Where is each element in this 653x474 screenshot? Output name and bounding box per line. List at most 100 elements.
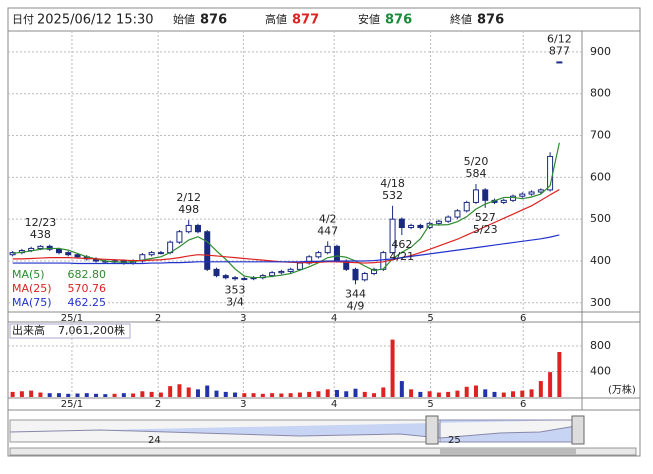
volume-bar: [251, 393, 256, 397]
volume-bar: [149, 391, 154, 397]
volume-bar: [353, 388, 358, 397]
annotation-date: 3/4: [226, 296, 244, 309]
volume-bar: [520, 390, 525, 397]
candle-body: [324, 245, 331, 254]
navigator-handle[interactable]: [425, 415, 439, 445]
annotation-value: 462: [391, 238, 412, 251]
header-value: 876: [200, 13, 227, 28]
candle-body: [157, 252, 164, 255]
volume-bar: [66, 393, 71, 397]
candle-body: [315, 252, 322, 258]
volume-bar: [418, 391, 423, 397]
volume-bar: [103, 394, 108, 397]
candle-body: [148, 252, 155, 256]
volume-bar: [84, 393, 89, 397]
header-label: 日付: [12, 13, 34, 26]
x-tick-label: 4: [331, 399, 337, 410]
annotation-value: 447: [317, 224, 338, 237]
volume-bar: [483, 389, 488, 397]
volume-bar: [316, 391, 321, 397]
candle-body: [37, 245, 44, 249]
volume-bar: [195, 389, 200, 397]
candle-body: [222, 275, 229, 279]
legend-value: 462.25: [68, 296, 107, 309]
candle-body: [371, 268, 378, 275]
volume-bar: [75, 393, 80, 397]
candle-body: [472, 189, 479, 203]
x-tick-label: 3: [240, 399, 246, 410]
candle-body: [500, 199, 507, 203]
header-label: 安値: [358, 12, 380, 26]
candle-body: [55, 248, 62, 254]
annotation-date: 6/12: [547, 33, 572, 46]
volume-bar: [344, 391, 349, 397]
volume-title: 出来高: [12, 323, 45, 337]
candle-body: [176, 231, 183, 243]
legend-value: 682.80: [68, 268, 107, 281]
annotation-date: 12/23: [25, 216, 57, 229]
volume-bar: [205, 385, 210, 397]
annotation-value: 353: [225, 284, 246, 297]
candle-body: [408, 224, 415, 229]
x-tick-label: 2: [155, 313, 161, 324]
volume-bar: [214, 390, 219, 397]
volume-bar: [186, 387, 191, 397]
ma-line: [12, 234, 560, 265]
candle-body: [269, 272, 276, 277]
annotation-value: 438: [30, 228, 51, 241]
volume-bar: [446, 391, 451, 397]
volume-bar: [177, 384, 182, 397]
x-tick-label: 25/1: [61, 313, 83, 324]
scrollbar-thumb[interactable]: [440, 448, 576, 455]
volume-bar: [538, 381, 543, 397]
x-tick-label: 3: [240, 313, 246, 324]
candle-body: [46, 245, 53, 250]
volume-bar: [390, 339, 395, 397]
annotation-value: 584: [465, 167, 486, 180]
volume-bar: [233, 392, 238, 397]
y-tick-label: 400: [590, 254, 611, 267]
scrollbar[interactable]: [9, 447, 637, 456]
annotation-date: 2/12: [176, 191, 201, 204]
volume-bar: [334, 389, 339, 397]
volume-bar: [409, 389, 414, 397]
annotation-date: 5/20: [464, 155, 489, 168]
candle-body: [241, 278, 248, 281]
volume-bar: [270, 393, 275, 397]
volume-bar: [288, 393, 293, 397]
x-tick-label: 6: [520, 313, 526, 324]
annotation-date: 4/18: [380, 177, 405, 190]
annotation-value: 532: [382, 189, 403, 202]
annotation-date: 5/23: [473, 223, 498, 236]
volume-bar: [279, 393, 284, 397]
candle-body: [296, 262, 303, 270]
volume-bar: [158, 392, 163, 397]
annotation-value: 498: [178, 203, 199, 216]
volume-bar: [501, 392, 506, 397]
candle-body: [463, 201, 470, 212]
candle-body: [556, 61, 563, 64]
volume-bar: [455, 390, 460, 397]
header-label: 高値: [265, 12, 287, 26]
volume-bar: [112, 393, 117, 397]
ma-line: [12, 142, 560, 279]
annotation-value: 527: [475, 211, 496, 224]
frame: [7, 7, 641, 457]
candle-body: [65, 252, 72, 256]
navigator-label: 25: [448, 435, 461, 446]
candle-body: [213, 268, 220, 277]
volume-caption-box: [9, 323, 131, 339]
x-tick-label: 5: [427, 313, 433, 324]
volume-bar: [529, 389, 534, 397]
volume-bar: [427, 391, 432, 397]
y-tick-label: 300: [590, 296, 611, 309]
volume-bar: [473, 385, 478, 397]
navigator-handle[interactable]: [571, 415, 585, 445]
candle-body: [232, 277, 239, 280]
navigator-label: 24: [148, 435, 161, 446]
candle-body: [333, 245, 340, 262]
annotation-date: 4/9: [347, 299, 365, 312]
volume-bar: [297, 392, 302, 397]
y-tick-label: 600: [590, 170, 611, 183]
volume-bar: [381, 387, 386, 397]
